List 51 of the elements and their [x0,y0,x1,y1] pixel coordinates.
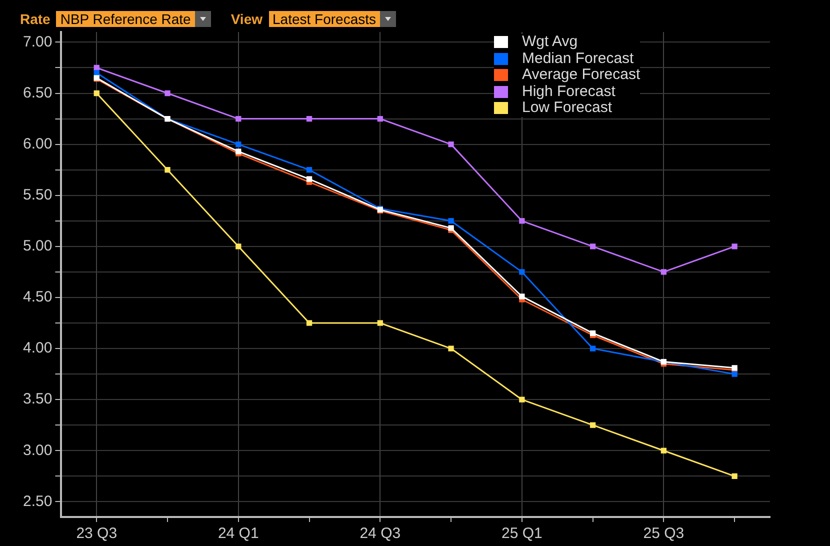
point [164,167,170,173]
point [306,116,312,122]
x-tick-label: 25 Q3 [643,525,684,542]
point [448,141,454,148]
point [377,320,383,326]
point [94,90,100,96]
point [306,176,312,182]
point [590,244,596,250]
point [660,269,667,275]
y-tick-label: 4.00 [22,340,52,357]
legend-label: Low Forecast [522,99,612,116]
point [164,90,170,96]
point [306,320,312,326]
point [732,473,738,479]
legend-label: Median Forecast [522,50,634,67]
y-tick-label: 6.00 [22,135,52,152]
point [236,116,242,122]
point [519,294,525,300]
point [732,371,738,377]
point [306,167,312,173]
point [519,396,525,402]
y-tick-label: 5.00 [22,238,52,255]
x-tick-label: 25 Q1 [501,525,542,542]
legend-label: High Forecast [522,82,616,100]
y-tick-label: 2.50 [22,492,52,510]
point [590,422,596,428]
text: View [230,11,262,27]
y-tick-label: 4.50 [22,288,52,306]
x-tick-label: 24 Q3 [360,525,401,542]
point [590,346,596,352]
point [519,218,525,224]
point [377,116,383,122]
point [519,269,525,275]
x-tick-label: 23 Q3 [76,525,118,542]
legend-label: Average Forecast [522,66,640,84]
y-tick-label: 7.00 [22,33,52,50]
text: Rate [20,11,50,27]
y-tick-label: 6.50 [22,84,52,102]
point [660,448,667,454]
legend-label: Wgt Avg [522,33,578,50]
y-tick-label: 5.50 [22,186,52,204]
point [236,244,242,250]
point [448,346,454,352]
text: Latest Forecasts [268,11,380,27]
y-tick-label: 3.00 [22,442,52,459]
y-tick-label: 3.50 [22,390,52,408]
x-tick-label: 24 Q1 [218,525,259,542]
point [732,244,738,250]
text: NBP Reference Rate [56,11,195,27]
point [236,141,242,148]
point [448,218,454,224]
